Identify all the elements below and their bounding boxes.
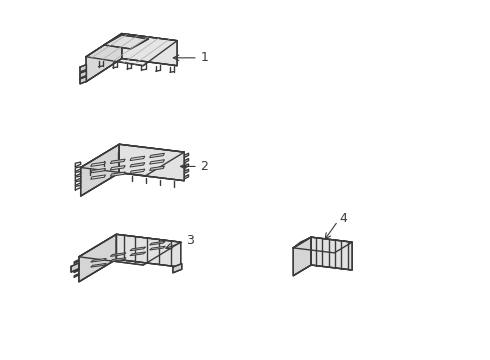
Polygon shape — [91, 264, 106, 267]
Text: 3: 3 — [186, 234, 194, 247]
Polygon shape — [79, 234, 117, 282]
Polygon shape — [80, 64, 86, 72]
Polygon shape — [311, 237, 352, 270]
Polygon shape — [130, 163, 145, 167]
Polygon shape — [110, 166, 125, 170]
Polygon shape — [149, 166, 165, 171]
Polygon shape — [91, 162, 105, 166]
Polygon shape — [110, 253, 126, 256]
Text: 4: 4 — [340, 212, 347, 225]
Polygon shape — [119, 144, 184, 181]
Polygon shape — [71, 263, 79, 272]
Polygon shape — [149, 241, 165, 245]
Polygon shape — [130, 169, 145, 174]
Polygon shape — [173, 264, 182, 273]
Polygon shape — [149, 246, 165, 250]
Polygon shape — [130, 156, 145, 161]
Polygon shape — [79, 234, 181, 265]
Polygon shape — [91, 168, 105, 173]
Polygon shape — [91, 175, 105, 179]
Polygon shape — [293, 237, 311, 276]
Polygon shape — [110, 159, 125, 163]
Text: 2: 2 — [200, 160, 208, 173]
Polygon shape — [86, 33, 177, 66]
Polygon shape — [130, 252, 146, 256]
Polygon shape — [80, 76, 86, 84]
Polygon shape — [293, 237, 352, 253]
Polygon shape — [149, 153, 165, 158]
Text: 1: 1 — [200, 51, 208, 64]
Polygon shape — [104, 35, 148, 49]
Polygon shape — [149, 160, 165, 164]
Polygon shape — [91, 258, 106, 262]
Polygon shape — [130, 247, 146, 251]
Polygon shape — [81, 144, 184, 176]
Polygon shape — [110, 258, 126, 261]
Polygon shape — [81, 144, 119, 196]
Polygon shape — [80, 71, 86, 78]
Polygon shape — [122, 33, 177, 66]
Polygon shape — [117, 234, 181, 267]
Polygon shape — [86, 33, 122, 82]
Polygon shape — [110, 172, 125, 176]
